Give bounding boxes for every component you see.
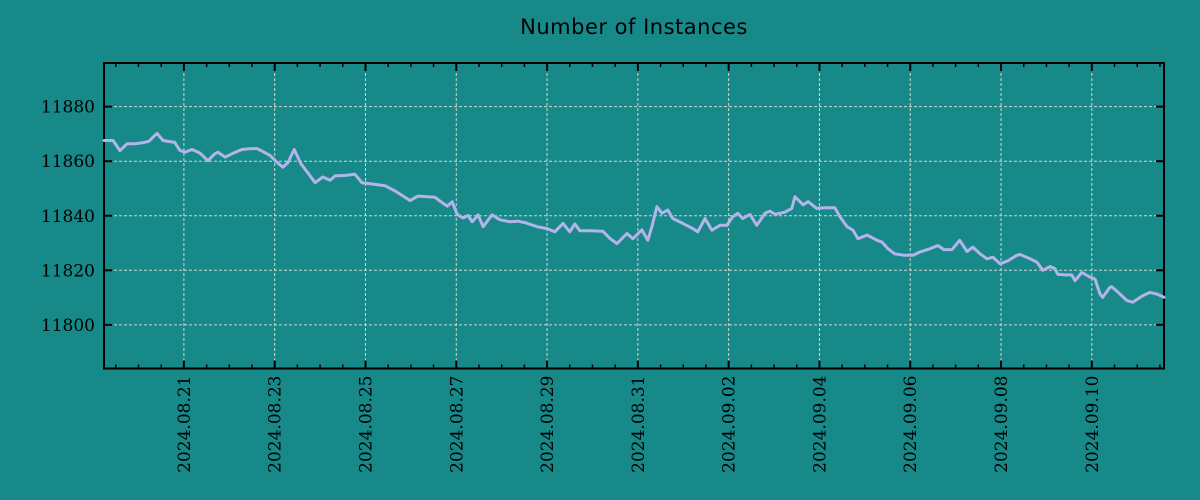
x-tick-label: 2024.08.31	[629, 376, 649, 473]
x-tick-label: 2024.09.08	[992, 376, 1012, 473]
x-tick-label: 2024.09.06	[901, 376, 921, 473]
x-tick-label: 2024.08.21	[175, 376, 195, 473]
x-tick-label: 2024.08.29	[538, 376, 558, 473]
x-tick-label: 2024.08.27	[447, 376, 467, 473]
chart-title: Number of Instances	[520, 15, 748, 39]
x-tick-label: 2024.08.25	[356, 376, 376, 473]
y-tick-label: 11820	[41, 261, 95, 281]
x-tick-label: 2024.08.23	[266, 376, 286, 473]
y-tick-label: 11860	[41, 152, 95, 172]
x-tick-label: 2024.09.02	[720, 376, 740, 473]
y-tick-label: 11840	[41, 207, 95, 227]
x-tick-label: 2024.09.04	[810, 376, 830, 473]
y-tick-label: 11880	[41, 98, 95, 118]
series-line	[102, 131, 1166, 304]
y-tick-label: 11800	[41, 316, 95, 336]
x-tick-label: 2024.09.10	[1083, 376, 1103, 473]
